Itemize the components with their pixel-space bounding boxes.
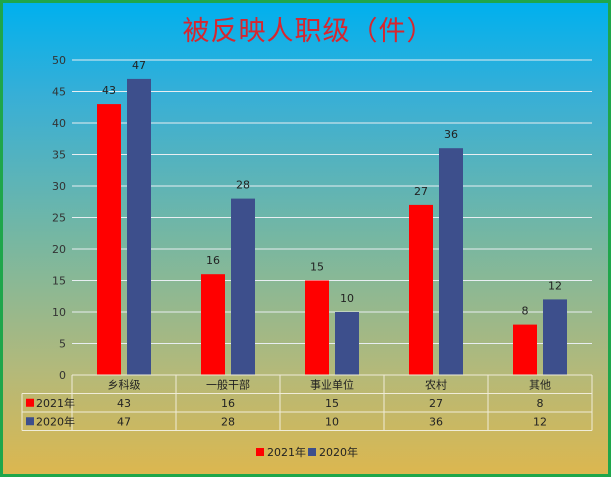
- data-label: 12: [548, 279, 562, 292]
- table-cell: 27: [429, 397, 443, 410]
- legend-key: [256, 448, 264, 456]
- y-tick-label: 30: [52, 180, 66, 193]
- table-series-name: 2020年: [36, 414, 75, 428]
- bar-2021年-事业单位: [305, 280, 329, 375]
- y-tick-label: 20: [52, 243, 66, 256]
- table-cell: 8: [537, 397, 544, 410]
- table-cell: 10: [325, 415, 339, 428]
- x-tick-label: 农村: [425, 377, 447, 391]
- data-label: 15: [310, 261, 324, 274]
- y-tick-label: 35: [52, 149, 66, 162]
- data-label: 47: [132, 59, 146, 72]
- table-cell: 15: [325, 397, 339, 410]
- y-tick-label: 25: [52, 212, 66, 225]
- y-tick-label: 45: [52, 86, 66, 99]
- bar-2020年-农村: [439, 148, 463, 375]
- x-tick-label: 其他: [529, 378, 551, 391]
- table-legend-key: [26, 398, 34, 407]
- table-cell: 43: [117, 397, 131, 410]
- legend-key: [308, 448, 316, 456]
- data-label: 36: [444, 128, 458, 141]
- data-label: 28: [236, 179, 250, 192]
- bar-2021年-一般干部: [201, 274, 225, 375]
- y-tick-label: 15: [52, 275, 66, 288]
- bar-2020年-一般干部: [231, 198, 255, 375]
- bar-2021年-农村: [409, 204, 433, 375]
- y-tick-label: 5: [59, 338, 66, 351]
- legend-label: 2020年: [319, 445, 358, 459]
- table-cell: 16: [221, 397, 235, 410]
- bar-2021年-乡科级: [97, 104, 121, 375]
- chart-title: 被反映人职级（件）: [182, 16, 435, 47]
- x-tick-label: 乡科级: [108, 377, 141, 391]
- table-cell: 12: [533, 415, 547, 428]
- table-series-name: 2021年: [36, 396, 75, 410]
- data-label: 27: [414, 185, 428, 198]
- data-label: 16: [206, 254, 220, 267]
- table-legend-key: [26, 417, 34, 426]
- data-label: 43: [102, 84, 116, 97]
- x-tick-label: 一般干部: [206, 377, 250, 391]
- bar-2020年-乡科级: [127, 78, 151, 376]
- data-label: 8: [522, 305, 529, 318]
- table-cell: 28: [221, 415, 235, 428]
- y-tick-label: 50: [52, 54, 66, 67]
- bar-2020年-其他: [543, 299, 567, 375]
- table-cell: 47: [117, 415, 131, 428]
- y-tick-label: 40: [52, 117, 66, 130]
- data-label: 10: [340, 292, 354, 305]
- y-tick-label: 0: [59, 369, 66, 382]
- y-tick-label: 10: [52, 306, 66, 319]
- bar-2020年-事业单位: [335, 312, 359, 375]
- bar-2021年-其他: [513, 324, 537, 375]
- x-tick-label: 事业单位: [310, 377, 354, 391]
- table-cell: 36: [429, 415, 443, 428]
- legend-label: 2021年: [267, 445, 306, 459]
